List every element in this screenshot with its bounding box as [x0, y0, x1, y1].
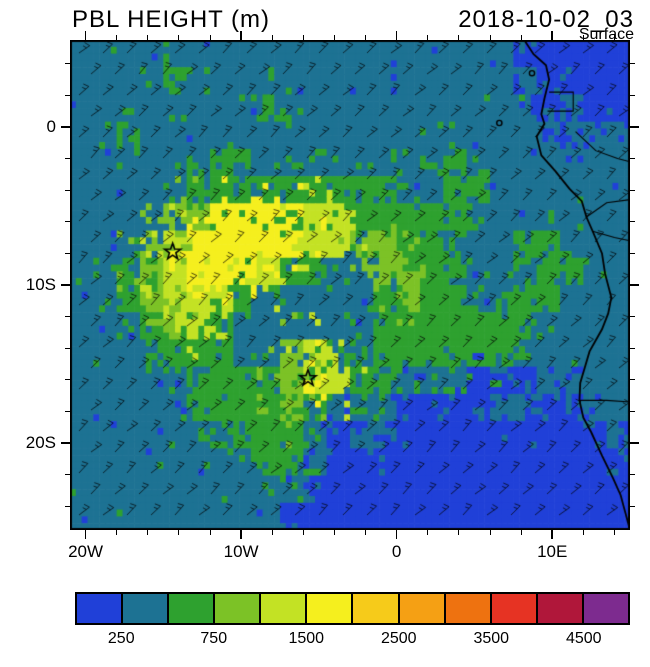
x-axis-tick-top — [395, 31, 398, 40]
y-axis-minor-tick-right — [630, 347, 635, 349]
x-axis-minor-tick — [427, 530, 429, 535]
colorbar-tick-label: 3500 — [473, 630, 510, 647]
x-axis-minor-tick — [271, 530, 273, 535]
x-axis-minor-tick — [582, 530, 584, 535]
colorbar — [75, 592, 630, 625]
colorbar-tick-label: 2500 — [380, 630, 417, 647]
y-axis-minor-tick-right — [630, 505, 635, 507]
x-axis-tick-top — [551, 31, 553, 40]
y-axis-minor-tick — [65, 379, 70, 381]
colorbar-cell — [307, 594, 354, 623]
y-axis-minor-tick — [65, 221, 70, 223]
y-axis-minor-tick — [65, 63, 70, 65]
x-axis-minor-tick — [365, 530, 367, 535]
colorbar-cell — [353, 594, 400, 623]
x-axis-minor-tick — [613, 530, 615, 535]
x-axis-minor-tick-top — [458, 35, 460, 40]
y-axis-minor-tick-right — [630, 63, 635, 65]
colorbar-cell — [537, 594, 584, 623]
y-axis-minor-tick-right — [630, 94, 635, 96]
x-axis-minor-tick-top — [489, 35, 491, 40]
x-axis-tick-label: 20W — [68, 542, 104, 561]
x-axis-minor-tick — [458, 530, 460, 535]
colorbar-cell — [445, 594, 492, 623]
colorbar-tick-label: 1500 — [288, 630, 325, 647]
x-axis-minor-tick-top — [147, 35, 149, 40]
x-axis-tick-label: 10W — [223, 542, 259, 561]
y-axis-minor-tick — [65, 158, 70, 160]
level-label: Surface — [578, 26, 634, 43]
x-axis-tick — [551, 530, 553, 539]
x-axis-minor-tick — [209, 530, 211, 535]
y-axis-minor-tick-right — [630, 252, 635, 254]
y-axis-minor-tick-right — [630, 474, 635, 476]
x-axis-minor-tick-top — [209, 35, 211, 40]
y-axis-minor-tick — [65, 252, 70, 254]
x-axis-minor-tick-top — [116, 35, 118, 40]
y-axis-tick-right — [630, 126, 639, 128]
y-axis-tick-right — [630, 284, 639, 286]
x-axis-minor-tick — [333, 530, 335, 535]
colorbar-cell — [399, 594, 446, 623]
x-axis-tick-label: 10E — [537, 542, 568, 561]
y-axis-minor-tick — [65, 189, 70, 191]
y-axis-minor-tick-right — [630, 379, 635, 381]
y-axis-minor-tick — [65, 94, 70, 96]
colorbar-tick-label: 750 — [200, 630, 228, 647]
y-axis-tick — [61, 126, 70, 128]
colorbar-cell — [583, 594, 628, 623]
y-axis-tick-label: 20S — [25, 433, 56, 453]
y-axis-minor-tick-right — [630, 410, 635, 412]
x-axis-minor-tick — [489, 530, 491, 535]
y-axis-minor-tick-right — [630, 316, 635, 318]
map-canvas — [70, 40, 630, 530]
colorbar-cell — [77, 594, 124, 623]
x-axis-minor-tick-top — [520, 35, 522, 40]
y-axis-tick-right — [630, 442, 639, 444]
x-axis-minor-tick-top — [178, 35, 180, 40]
y-axis-minor-tick-right — [630, 189, 635, 191]
plot-datetime: 2018-10-02_03 — [458, 6, 634, 33]
x-axis-minor-tick — [147, 530, 149, 535]
y-axis-minor-tick — [65, 474, 70, 476]
x-axis-tick — [240, 530, 242, 539]
x-axis-minor-tick-top — [613, 35, 615, 40]
colorbar-cell — [491, 594, 538, 623]
plot-title: PBL HEIGHT (m) — [72, 6, 271, 33]
y-axis-minor-tick — [65, 347, 70, 349]
y-axis-minor-tick-right — [630, 158, 635, 160]
y-axis-tick-label: 10S — [25, 275, 56, 294]
y-axis-tick — [61, 284, 70, 286]
x-axis-minor-tick — [520, 530, 522, 535]
x-axis-minor-tick-top — [582, 35, 584, 40]
y-axis-minor-tick — [65, 410, 70, 412]
x-axis-minor-tick — [302, 530, 304, 535]
x-axis-tick-top — [240, 31, 242, 40]
x-axis-minor-tick-top — [271, 35, 273, 40]
y-axis-minor-tick — [65, 316, 70, 318]
x-axis-minor-tick — [116, 530, 118, 535]
x-axis-minor-tick-top — [333, 35, 335, 40]
colorbar-cell — [215, 594, 262, 623]
x-axis-minor-tick-top — [302, 35, 304, 40]
x-axis-minor-tick-top — [427, 35, 429, 40]
colorbar-tick-label: 250 — [107, 630, 135, 647]
x-axis-tick — [84, 530, 87, 539]
y-axis-tick-label: 0 — [46, 116, 56, 136]
x-axis-tick-label: 0 — [391, 542, 402, 561]
colorbar-cell — [169, 594, 216, 623]
colorbar-cell — [123, 594, 170, 623]
colorbar-cell — [261, 594, 308, 623]
x-axis-minor-tick — [178, 530, 180, 535]
x-axis-tick — [395, 530, 398, 539]
y-axis-minor-tick — [65, 505, 70, 507]
x-axis-minor-tick-top — [365, 35, 367, 40]
x-axis-tick-top — [84, 31, 87, 40]
y-axis-minor-tick-right — [630, 221, 635, 223]
colorbar-tick-label: 4500 — [565, 630, 602, 647]
y-axis-tick — [61, 442, 70, 444]
